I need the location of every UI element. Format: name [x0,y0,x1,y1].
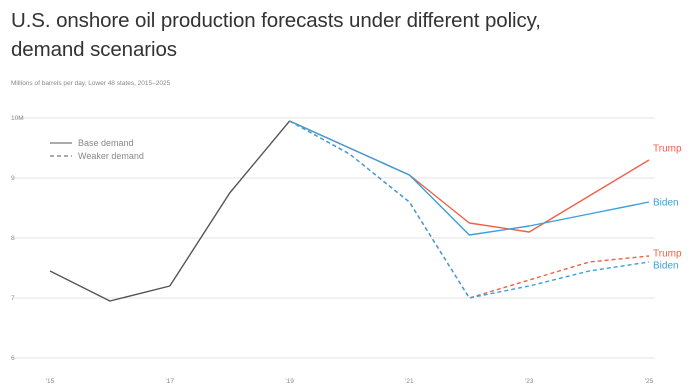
biden-dashed-line [289,120,650,299]
end-label-trump: Trump [653,249,682,260]
end-label-biden: Biden [653,261,679,272]
trump-solid-line [289,120,650,233]
y-tick-label: 7 [11,295,15,302]
chart-title: U.S. onshore oil production forecasts un… [11,9,541,61]
y-tick-label: 8 [11,235,15,242]
legend-label: Base demand [78,138,134,148]
series-lines [49,120,650,302]
end-label-trump: Trump [653,144,682,155]
y-axis-ticks: 10M 9 8 7 6 [11,115,24,362]
chart-subtitle: Millions of barrels per day, Lower 48 st… [11,80,171,87]
y-tick-label: 10M [11,115,24,122]
x-tick-label: '19 [285,378,294,385]
grid-lines [14,117,655,359]
history-solid-line [49,120,291,302]
y-tick-label: 9 [11,175,15,182]
biden-solid-line [289,120,650,236]
trump-dashed-line [289,120,650,299]
x-tick-label: '23 [525,378,534,385]
legend-label: Weaker demand [78,151,144,161]
x-tick-label: '25 [645,378,654,385]
y-tick-label: 6 [11,355,15,362]
end-label-biden: Biden [653,198,679,209]
x-tick-label: '17 [166,378,175,385]
x-tick-label: '21 [405,378,414,385]
legend: Base demand Weaker demand [50,138,144,161]
x-axis-ticks: '15 '17 '19 '21 '23 '25 [46,378,654,385]
x-tick-label: '15 [46,378,55,385]
